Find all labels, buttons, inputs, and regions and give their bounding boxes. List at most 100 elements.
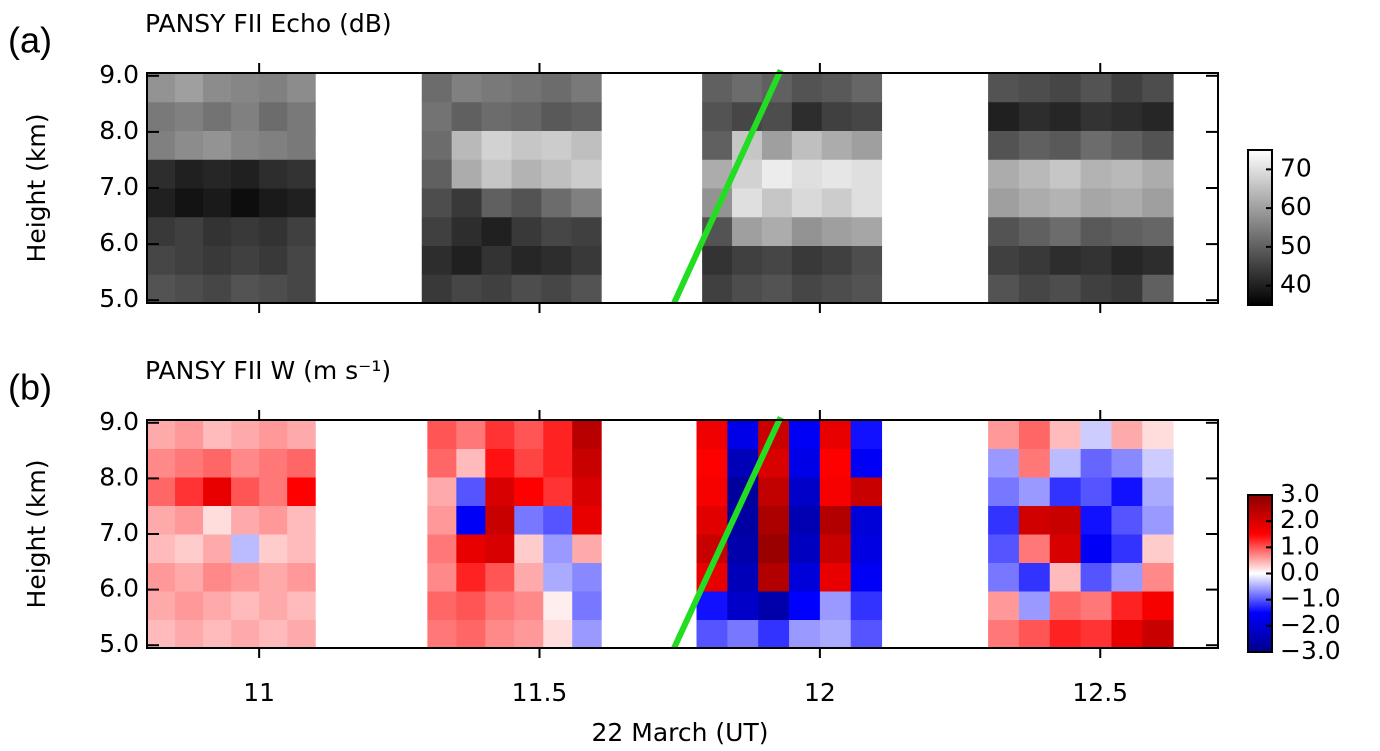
heatmap-cell [988,420,1020,449]
heatmap-cell [287,562,316,592]
colorbar-tick-label: 60 [1280,192,1312,221]
panel-title: PANSY FII Echo (dB) [145,9,392,38]
heatmap-cell [287,591,316,620]
heatmap-cell [1142,534,1174,563]
colorbar-tick-label: 2.0 [1280,505,1320,534]
heatmap-cell [819,534,852,563]
heatmap-cell [696,591,728,620]
heatmap-cell [287,73,316,103]
heatmap-cell [1142,591,1174,620]
heatmap-cell [791,274,823,303]
heatmap-cell [850,534,883,563]
heatmap-cell [1018,159,1051,189]
heatmap-cell [988,562,1020,592]
heatmap-cell [1111,274,1143,303]
y-tick-label: 9.0 [99,407,139,436]
heatmap-cell [821,245,853,275]
heatmap-cell [572,477,602,506]
heatmap-cell [850,420,883,449]
heatmap-cell [259,562,288,592]
heatmap-cell [203,619,232,648]
heatmap-cell [543,591,573,620]
heatmap-cell [203,477,232,506]
colorbar-tick-label: 1.0 [1280,531,1320,560]
heatmap-cell [1142,245,1174,275]
heatmap-cell [791,73,823,103]
heatmap-cell [851,159,883,189]
heatmap-cell [789,619,821,648]
heatmap-cell [421,73,453,103]
heatmap-cell [988,159,1020,189]
colorbar-tick-label: 50 [1280,231,1312,260]
heatmap-cell [203,188,232,218]
heatmap-cell [1142,101,1174,131]
heatmap-cell [1080,73,1112,103]
heatmap-cell [821,274,853,303]
heatmap-cell [421,216,453,246]
heatmap-cell [451,159,483,189]
colorbar [1247,149,1273,306]
heatmap-cell [1142,505,1174,535]
heatmap-cell [789,448,821,478]
heatmap [147,420,1174,648]
heatmap-cell [451,101,483,131]
heatmap-cell [541,188,572,218]
heatmap-cell [147,420,176,449]
heatmap-cell [231,448,260,478]
y-tick-label: 8.0 [99,116,139,145]
heatmap-cell [485,477,515,506]
heatmap-cell [287,505,316,535]
heatmap-cell [1049,448,1082,478]
colorbar-tick-label: 3.0 [1280,479,1320,508]
heatmap-cell [1111,448,1143,478]
heatmap-cell [175,130,204,160]
heatmap-cell [451,130,483,160]
panel-label: (a) [8,20,52,61]
heatmap-cell [287,130,316,160]
heatmap-cell [514,448,544,478]
heatmap-cell [1111,245,1143,275]
heatmap-cell [287,274,316,303]
heatmap-cell [988,505,1020,535]
heatmap-cell [571,130,602,160]
heatmap-cell [203,505,232,535]
heatmap-cell [147,159,176,189]
heatmap-cell [485,619,515,648]
heatmap-cell [147,477,176,506]
heatmap-cell [147,245,176,275]
y-tick-label: 7.0 [99,172,139,201]
heatmap-cell [1018,534,1051,563]
heatmap-cell [727,534,759,563]
heatmap-cell [456,505,486,535]
heatmap-cell [427,619,457,648]
heatmap-cell [1049,216,1082,246]
heatmap-cell [1018,245,1051,275]
heatmap-cell [1018,591,1051,620]
heatmap-cell [147,534,176,563]
heatmap-cell [147,505,176,535]
heatmap-cell [1018,477,1051,506]
heatmap-cell [1049,101,1082,131]
heatmap-cell [259,245,288,275]
heatmap-cell [988,274,1020,303]
heatmap-cell [758,505,790,535]
heatmap-cell [259,274,288,303]
heatmap-cell [456,562,486,592]
heatmap-cell [1111,216,1143,246]
heatmap-cell [761,274,793,303]
y-tick-label: 5.0 [99,284,139,313]
x-tick-label: 12 [804,678,836,707]
heatmap-cell [1080,505,1112,535]
heatmap-cell [427,591,457,620]
heatmap-cell [175,562,204,592]
heatmap-cell [1080,619,1112,648]
heatmap-cell [1080,448,1112,478]
heatmap-cell [231,188,260,218]
heatmap-cell [758,477,790,506]
heatmap-cell [1080,477,1112,506]
heatmap-cell [485,562,515,592]
heatmap-cell [1018,101,1051,131]
heatmap-cell [511,73,542,103]
heatmap-cell [732,188,763,218]
heatmap-cell [1049,534,1082,563]
